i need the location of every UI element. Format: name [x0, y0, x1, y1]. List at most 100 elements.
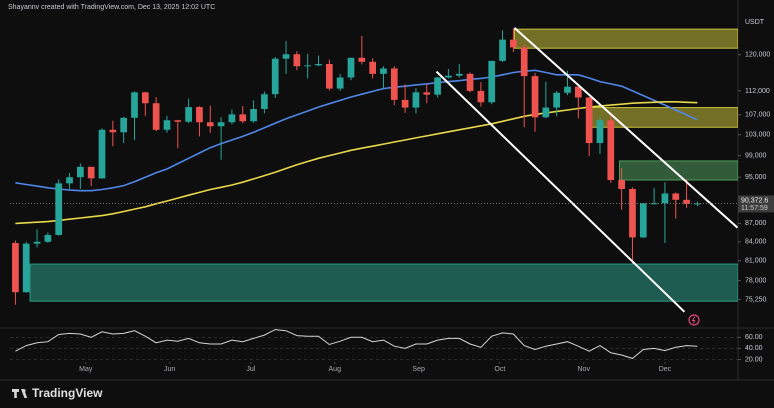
x-tick-label: Aug	[329, 366, 342, 373]
candle-body	[336, 77, 344, 89]
candle-body	[185, 107, 192, 122]
candle-body	[261, 94, 268, 110]
logo-dot	[22, 389, 26, 392]
candle-body	[282, 54, 290, 59]
channel-line	[513, 27, 738, 229]
countdown-label: 11:57:59	[741, 205, 768, 212]
x-tick-label: May	[79, 366, 93, 373]
brand: TradingView	[32, 386, 103, 400]
candle-body	[120, 117, 128, 133]
y-tick-label: 87,000	[745, 220, 767, 227]
candle-body	[250, 109, 257, 122]
candle-body	[228, 114, 236, 123]
candle-body	[434, 77, 441, 95]
candle-body	[380, 68, 387, 74]
rsi-tick-label: 20.00	[745, 356, 763, 363]
candle-body	[412, 92, 420, 108]
candle-body	[196, 107, 203, 123]
x-tick-label: Sep	[412, 366, 425, 373]
candle-body	[694, 203, 701, 205]
zone	[513, 28, 738, 49]
zone	[618, 160, 738, 181]
candle-body	[22, 243, 30, 293]
candle-body	[531, 76, 539, 118]
x-tick-label: Dec	[659, 366, 672, 373]
y-tick-label: 78,000	[745, 277, 767, 284]
candle-body	[293, 54, 301, 67]
candle-body	[163, 120, 171, 130]
candle-body	[574, 86, 582, 98]
candle-body	[629, 188, 636, 238]
candle-body	[131, 92, 138, 118]
moving-average	[15, 101, 698, 225]
y-tick-label: 120,000	[745, 52, 770, 59]
y-tick-label: 84,000	[745, 239, 767, 246]
candle-body	[174, 120, 182, 122]
candle-body	[358, 57, 366, 62]
last-price-label: 90,372.6	[741, 197, 768, 204]
channel-line	[435, 70, 686, 313]
candle-body	[596, 120, 604, 144]
y-tick-label: 107,000	[745, 112, 770, 119]
y-tick-label: 112,000	[745, 88, 770, 95]
candle-body	[564, 86, 571, 93]
candle-body	[455, 73, 463, 76]
moving-average	[15, 69, 698, 192]
axes: 75,250 78,000 81,000 84,000 87,000 95,000 99,0…	[79, 52, 774, 373]
candle-body	[152, 103, 160, 130]
candle-body	[109, 129, 117, 133]
candle-body	[390, 68, 398, 100]
last-price-tag	[738, 195, 774, 213]
candle-body	[639, 203, 647, 238]
candle-body	[98, 129, 106, 179]
candle-body	[217, 122, 225, 127]
candle-body	[271, 58, 279, 95]
currency: USDT	[745, 19, 765, 26]
candle-body	[87, 166, 95, 179]
candle-body	[585, 97, 593, 144]
zone	[29, 263, 738, 302]
candle-body	[542, 107, 550, 118]
y-tick-label: 75,250	[745, 296, 767, 303]
y-tick-label: 95,000	[745, 174, 767, 181]
y-tick-label: 103,000	[745, 132, 770, 139]
x-tick-label: Jul	[246, 366, 255, 373]
rsi-line	[15, 329, 698, 359]
candle-body	[325, 63, 333, 89]
candle-body	[304, 65, 312, 67]
candle-body	[141, 92, 149, 104]
candle-body	[401, 99, 409, 108]
price-pane	[10, 27, 738, 313]
candle-body	[206, 122, 214, 127]
brand-logo	[11, 389, 28, 398]
candle-body	[510, 39, 517, 48]
candle-body	[607, 120, 615, 181]
alert-bolt	[691, 316, 696, 324]
x-tick-label: Oct	[494, 366, 505, 373]
y-tick-label: 99,000	[745, 152, 767, 159]
candle-body	[347, 57, 355, 78]
candle-body	[661, 193, 669, 204]
candle-body	[423, 92, 431, 95]
candle-body	[239, 114, 247, 122]
alert-icon	[688, 314, 700, 326]
candle-body	[77, 166, 84, 178]
candle-body	[315, 63, 322, 66]
candle-body	[488, 60, 496, 103]
y-tick-label: 81,000	[745, 258, 767, 265]
candle-body	[466, 73, 474, 91]
candle-body	[683, 199, 690, 204]
rsi-tick-label: 40.00	[745, 345, 763, 352]
candle-body	[369, 61, 377, 74]
rsi-pane	[10, 329, 738, 360]
candle-body	[618, 180, 625, 189]
header: Shayannv created with TradingView.com, D…	[8, 4, 215, 11]
candle-body	[55, 183, 63, 235]
candle-body	[66, 177, 73, 184]
alert-circle	[688, 314, 700, 326]
candle-body	[499, 39, 506, 61]
candle-body	[477, 90, 485, 103]
candle-body	[445, 75, 452, 78]
